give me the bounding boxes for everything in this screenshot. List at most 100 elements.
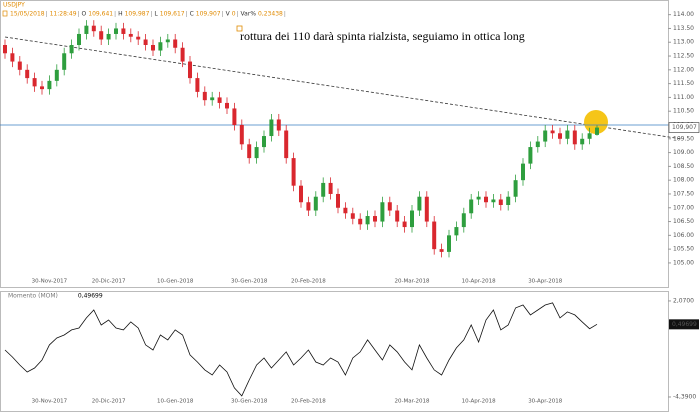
y-tick-label: 106.50 — [673, 218, 694, 225]
candle-body — [350, 213, 355, 219]
candle-body — [461, 213, 466, 228]
main-panel — [0, 0, 669, 288]
y-tick-label: 113.00 — [673, 39, 694, 46]
candle-body — [365, 216, 370, 225]
momentum-line — [4, 302, 598, 397]
x-tick-label: 30-Gen-2018 — [231, 399, 268, 405]
y-tick-label: 106.00 — [673, 232, 694, 239]
candle-body — [84, 25, 89, 34]
candle-body — [343, 207, 348, 214]
y-tick-label: 107.50 — [673, 190, 694, 197]
candle-body — [580, 138, 585, 145]
y-tick-label: 108.00 — [673, 177, 694, 184]
candle-body — [136, 36, 141, 40]
x-tick-label: 10-Gen-2018 — [157, 399, 194, 405]
header-text: V — [226, 11, 231, 18]
candle-body — [424, 196, 429, 222]
candle-body — [217, 97, 222, 103]
candle-body — [262, 136, 266, 148]
candle-body — [432, 221, 437, 250]
y-tick-label: 2,0700 — [673, 297, 694, 304]
x-tick-label: 20-Feb-2018 — [291, 279, 326, 285]
x-tick-label: 30-Gen-2018 — [231, 279, 268, 285]
x-tick-label: 10-Apr-2018 — [462, 399, 497, 405]
y-tick-label: 111.50 — [673, 80, 694, 87]
header-text: L — [154, 11, 158, 18]
candle-body — [25, 69, 30, 79]
candle-body — [395, 210, 400, 222]
candle-body — [151, 45, 155, 51]
candle-body — [158, 42, 163, 51]
candle-body — [106, 33, 111, 40]
symbol: USDJPY — [3, 2, 25, 9]
candle-body — [121, 28, 126, 34]
annotation-icon — [236, 25, 243, 32]
candle-body — [180, 47, 185, 62]
y-tick-label: 113.50 — [673, 25, 694, 32]
candle-body — [491, 199, 496, 203]
candle-body — [558, 133, 562, 139]
candle-body — [417, 196, 422, 211]
candle-body — [513, 180, 518, 197]
candle-body — [306, 202, 311, 211]
candle-body — [336, 193, 340, 208]
candle-body — [269, 119, 274, 137]
y-tick-label: 111.00 — [673, 94, 694, 101]
last-price-label: 109,907 — [672, 124, 697, 131]
candle-body — [476, 196, 481, 200]
last-price-box — [668, 122, 700, 133]
candle-body — [595, 127, 599, 135]
y-tick-label: 110.50 — [673, 108, 694, 115]
x-tick-label: 10-Apr-2018 — [462, 279, 497, 285]
y-tick-label: 109.50 — [673, 135, 694, 142]
y-tick-label: -4,3900 — [673, 393, 696, 400]
candle-body — [173, 39, 178, 48]
candle-body — [225, 102, 229, 109]
candle-body — [410, 210, 414, 228]
candle-body — [528, 147, 533, 164]
header-text: O — [82, 11, 87, 18]
candle-body — [188, 61, 192, 79]
current-value-label: 0,49699 — [672, 321, 697, 328]
candle-body — [91, 25, 96, 32]
x-tick-label: 30-Apr-2018 — [528, 399, 563, 405]
candle-body — [284, 130, 289, 159]
header-icon — [2, 10, 8, 17]
candle-body — [77, 33, 81, 45]
candle-body — [373, 216, 377, 222]
candle-body — [299, 185, 303, 203]
candle-body — [469, 199, 474, 214]
y-tick-label: 107.00 — [673, 204, 694, 211]
candle-body — [358, 218, 363, 225]
header-text: 15/05/2018 — [10, 11, 45, 18]
candle-body — [62, 53, 67, 70]
candle-body — [402, 221, 407, 228]
y-tick-label: 112.00 — [673, 66, 694, 73]
candle-body — [321, 182, 326, 197]
candle-body — [454, 227, 459, 236]
x-tick-label: 20-Feb-2018 — [291, 399, 326, 405]
y-tick-label: 108.50 — [673, 163, 694, 170]
x-tick-label: 20-Dic-2017 — [92, 279, 126, 285]
candle-body — [380, 202, 385, 222]
current-value-box — [669, 319, 699, 330]
legend-value: 0,49699 — [78, 293, 103, 300]
candle-body — [550, 130, 555, 134]
candle-body — [572, 130, 577, 145]
header-text: C — [190, 11, 194, 18]
candle-body — [69, 45, 74, 54]
candle-body — [195, 78, 200, 92]
header-text: H — [118, 11, 123, 18]
candle-body — [291, 158, 296, 186]
header-text: 11:28:49 — [50, 11, 77, 18]
candle-body — [506, 196, 511, 205]
candle-body — [439, 249, 444, 252]
x-tick-label: 30-Apr-2018 — [528, 279, 563, 285]
candle-body — [202, 91, 207, 101]
panel-title: Momento (MOM) — [8, 293, 58, 300]
candle-body — [232, 108, 237, 125]
candle-body — [40, 86, 44, 90]
y-tick-label: 105.50 — [673, 246, 694, 253]
candle-body — [114, 28, 118, 34]
